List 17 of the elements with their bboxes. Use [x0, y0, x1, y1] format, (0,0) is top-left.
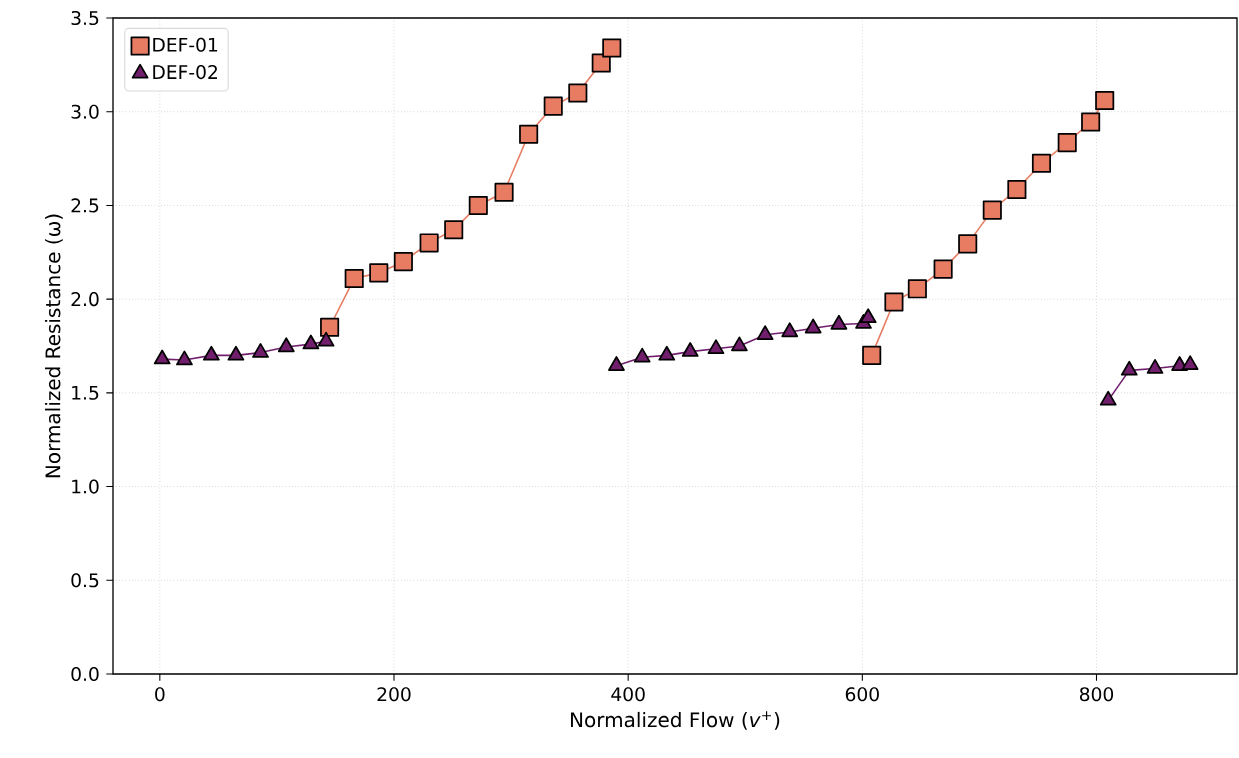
y-axis-title: Normalized Resistance (ω): [44, 214, 63, 478]
x-tick-label: 200: [377, 687, 411, 702]
y-tick-label: 1.0: [72, 479, 99, 494]
x-tick-label: 0: [155, 687, 165, 702]
x-tick-label: 400: [611, 687, 645, 702]
y-tick-label: 3.0: [71, 104, 99, 119]
y-tick-label: 2.5: [71, 198, 99, 213]
y-tick-label: 1.5: [72, 385, 99, 400]
legend-label: DEF-02: [153, 65, 217, 80]
y-tick-label: 0.0: [71, 666, 99, 682]
x-tick-label: 800: [1079, 687, 1114, 702]
y-tick-label: 0.5: [71, 573, 99, 588]
y-tick-label: 3.5: [71, 10, 99, 26]
x-tick-label: 600: [845, 687, 879, 702]
y-tick-label: 2.0: [71, 292, 99, 307]
x-axis-title: Normalized Flow (v$^{+}$): [571, 711, 780, 730]
legend-label: DEF-01: [153, 37, 218, 52]
